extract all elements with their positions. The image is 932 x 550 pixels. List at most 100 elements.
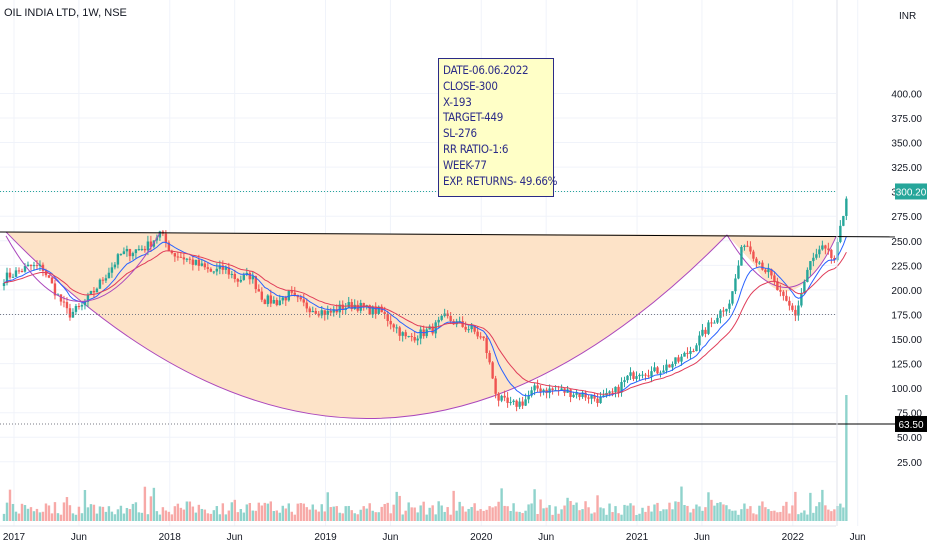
volume-bar <box>263 502 266 521</box>
y-tick-label: 375.00 <box>891 114 922 125</box>
candle-body <box>434 322 437 334</box>
volume-bar <box>686 505 689 521</box>
candle-body <box>206 267 210 269</box>
volume-bar <box>449 514 452 521</box>
candle-body <box>77 306 81 308</box>
volume-bar <box>617 513 620 521</box>
volume-bar <box>602 508 605 521</box>
y-tick-label: 125.00 <box>891 360 922 371</box>
y-tick-label: 50.00 <box>897 433 922 444</box>
candle-body <box>638 374 641 377</box>
candle-body <box>203 263 207 268</box>
candle-body <box>416 338 419 341</box>
price-badge <box>895 183 927 200</box>
volume-bar <box>290 511 293 521</box>
x-tick-label: 2019 <box>314 532 337 543</box>
candle-body <box>524 399 527 406</box>
x-tick-label: Jun <box>227 532 243 543</box>
candle-body <box>38 264 42 267</box>
volume-bar <box>488 506 491 521</box>
candle-body <box>209 268 213 272</box>
volume-bar <box>824 505 827 521</box>
currency-label: INR <box>899 11 916 22</box>
candle-body <box>578 392 581 397</box>
volume-bar <box>560 509 563 521</box>
candle-body <box>461 321 464 327</box>
volume-bar <box>587 507 590 521</box>
volume-bar <box>584 501 587 521</box>
volume-bar <box>521 513 524 521</box>
candle-body <box>350 302 353 310</box>
candle-body <box>182 257 186 260</box>
volume-bar <box>623 504 626 521</box>
volume-bar <box>770 511 773 521</box>
volume-bar <box>611 512 614 521</box>
volume-bar <box>680 486 683 521</box>
volume-bar <box>479 509 482 521</box>
volume-bar <box>683 505 686 521</box>
volume-bar <box>320 504 323 521</box>
volume-bar <box>491 507 494 521</box>
volume-bar <box>575 502 578 521</box>
candle-body <box>470 325 473 330</box>
volume-bar <box>536 513 539 521</box>
candle-body <box>374 306 377 314</box>
volume-bar <box>803 510 806 521</box>
candle-body <box>467 329 470 331</box>
candle-body <box>818 249 821 255</box>
candle-body <box>107 272 111 279</box>
volume-bar <box>47 505 51 521</box>
volume-bar <box>377 512 380 521</box>
volume-bar <box>230 502 234 521</box>
candle-body <box>593 395 596 399</box>
candle-body <box>83 301 87 306</box>
volume-bar <box>83 489 87 521</box>
candle-body <box>281 297 284 301</box>
candle-body <box>797 305 800 316</box>
volume-bar <box>431 505 434 521</box>
candle-body <box>104 278 108 281</box>
volume-bar <box>605 514 608 521</box>
candle-body <box>785 295 788 301</box>
cup-and-handle-shading <box>6 231 836 419</box>
volume-bar <box>428 507 431 521</box>
candle-body <box>545 389 548 393</box>
volume-bar <box>833 509 836 521</box>
volume-bar <box>665 509 668 521</box>
volume-bar <box>260 505 264 521</box>
candle-body <box>11 276 15 278</box>
volume-bar <box>356 514 359 521</box>
volume-bar <box>149 496 153 521</box>
candle-body <box>773 275 776 282</box>
candle-body <box>770 269 773 276</box>
volume-bar <box>659 511 662 521</box>
candle-body <box>506 397 509 403</box>
volume-bar <box>743 503 746 521</box>
trade-annotation-box[interactable]: DATE-06.06.2022 CLOSE-300 X-193 TARGET-4… <box>438 58 558 197</box>
volume-bar <box>326 492 329 521</box>
price-levels <box>0 190 896 425</box>
volume-bar <box>359 509 362 521</box>
candle-body <box>410 336 413 338</box>
volume-bar <box>161 507 165 521</box>
volume-bar <box>812 512 815 521</box>
y-tick-label: 175.00 <box>891 310 922 321</box>
candle-body <box>326 310 329 315</box>
volume-bar <box>671 509 674 521</box>
volume-bar <box>797 514 800 521</box>
volume-bar <box>695 504 698 521</box>
left-cup-arc <box>5 232 161 302</box>
candle-body <box>191 259 195 265</box>
volume-bar <box>761 501 764 521</box>
volume-bar <box>200 508 204 521</box>
volume-bar <box>437 501 440 521</box>
volume-bar <box>731 510 734 521</box>
volume-bar <box>509 510 512 521</box>
candle-body <box>20 270 24 272</box>
volume-bar <box>461 506 464 521</box>
volume-bar <box>593 512 596 521</box>
volume-bar <box>86 507 90 521</box>
candle-body <box>698 335 701 346</box>
volume-bar <box>248 502 252 521</box>
